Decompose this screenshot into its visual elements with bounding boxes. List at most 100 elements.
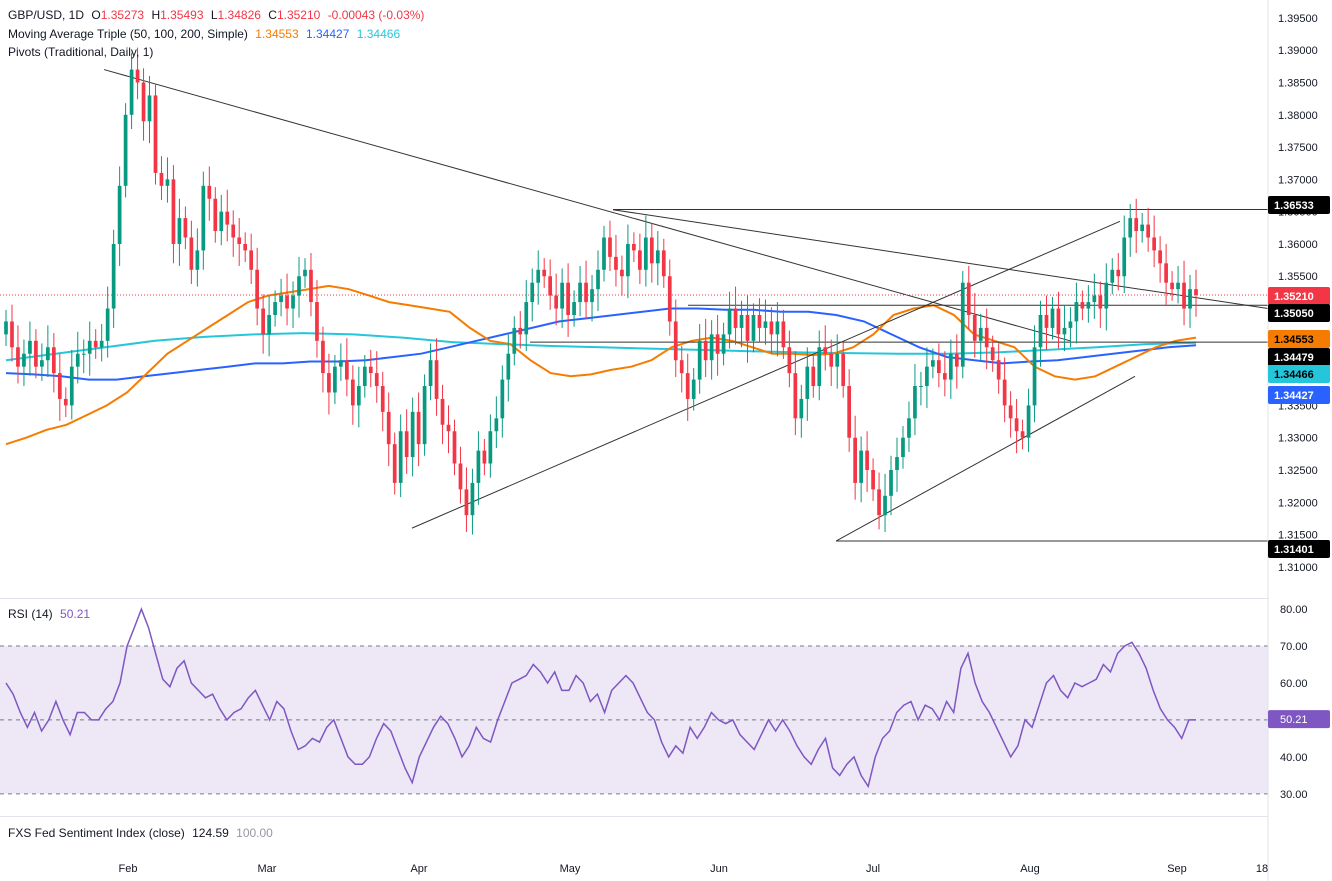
candle-body xyxy=(1026,405,1031,438)
sentiment-legend[interactable]: FXS Fed Sentiment Index (close) 124.59 1… xyxy=(8,826,277,840)
candle-body xyxy=(1050,308,1055,328)
price-tick-label: 1.39000 xyxy=(1278,45,1318,57)
candle-body xyxy=(841,353,846,387)
time-tick-label: Jul xyxy=(866,863,880,875)
price-tick-label: 1.37000 xyxy=(1278,174,1318,186)
candle-body xyxy=(63,398,68,406)
candle-body xyxy=(925,366,929,387)
price-tick-label: 1.33000 xyxy=(1278,433,1318,445)
candle-body xyxy=(578,282,582,303)
trendline-down-1 xyxy=(103,69,1071,342)
candle-body xyxy=(1002,379,1007,406)
candlestick-series xyxy=(4,47,1198,535)
candle-body xyxy=(482,450,487,464)
candle-body xyxy=(81,353,86,355)
candle-body xyxy=(697,340,702,380)
candle-body xyxy=(410,411,415,458)
price-tick-label: 1.37500 xyxy=(1278,142,1318,154)
price-label-box xyxy=(1268,304,1330,322)
time-tick-label: Aug xyxy=(1020,863,1040,875)
candle-body xyxy=(781,321,786,348)
time-axis[interactable]: Feb Mar Apr May Jun Jul Aug Sep 18 xyxy=(119,863,1269,875)
candle-body xyxy=(452,431,457,464)
candle-body xyxy=(709,334,714,361)
time-tick-label: Jun xyxy=(710,863,728,875)
candle-body xyxy=(75,353,80,367)
candle-body xyxy=(584,282,588,303)
candle-body xyxy=(847,386,852,438)
candle-body xyxy=(404,431,409,458)
candle-body xyxy=(626,243,630,277)
candle-body xyxy=(22,353,26,367)
sentiment-value-secondary: 100.00 xyxy=(236,826,273,840)
price-tick-label: 1.39500 xyxy=(1278,13,1318,25)
price-axis[interactable]: 1.39500 1.39000 1.38500 1.38000 1.37500 1.370… xyxy=(1267,0,1332,881)
pivots-legend[interactable]: Pivots (Traditional, Daily, 1) xyxy=(8,45,157,59)
price-label-close: 1.35210 xyxy=(1274,291,1314,303)
price-label-ma200: 1.34466 xyxy=(1274,369,1314,381)
candle-body xyxy=(937,360,941,374)
rsi-value: 50.21 xyxy=(60,607,91,621)
candle-body xyxy=(643,237,648,270)
candle-body xyxy=(183,218,188,238)
ma50-value: 1.34553 xyxy=(255,27,299,41)
rsi-legend[interactable]: RSI (14) 50.21 xyxy=(8,607,94,621)
candle-body xyxy=(476,450,481,483)
candle-body xyxy=(494,418,499,432)
candle-body xyxy=(1038,314,1043,348)
candle-body xyxy=(171,179,176,244)
candle-body xyxy=(1152,237,1156,251)
candle-body xyxy=(1122,237,1127,277)
sentiment-label: FXS Fed Sentiment Index (close) xyxy=(8,826,185,840)
close-label: C xyxy=(268,8,277,22)
candle-body xyxy=(1128,218,1133,238)
candle-body xyxy=(1182,282,1186,309)
candle-body xyxy=(1008,405,1013,419)
candle-body xyxy=(16,347,20,367)
candle-body xyxy=(500,379,505,419)
moving-average-legend[interactable]: Moving Average Triple (50, 100, 200, Sim… xyxy=(8,27,404,41)
candle-body xyxy=(428,360,433,387)
low-label: L xyxy=(210,8,218,22)
candle-body xyxy=(757,314,762,328)
candle-body xyxy=(273,302,277,315)
ma100-value: 1.34427 xyxy=(306,27,350,41)
candle-body xyxy=(984,327,989,348)
candle-body xyxy=(40,360,44,367)
price-tick-label: 1.38000 xyxy=(1278,110,1318,122)
symbol-label[interactable]: GBP/USD, 1D xyxy=(8,8,85,22)
candle-body xyxy=(1116,269,1121,277)
candle-body xyxy=(799,398,804,419)
candle-body xyxy=(715,334,720,354)
candle-body xyxy=(1032,347,1037,406)
candle-body xyxy=(470,482,475,516)
pivots-label: Pivots (Traditional, Daily, 1) xyxy=(8,45,154,59)
candle-body xyxy=(739,314,744,328)
trendline-up-1 xyxy=(411,220,1121,529)
candle-body xyxy=(380,386,385,412)
candle-body xyxy=(691,379,696,399)
candle-body xyxy=(165,179,170,186)
time-tick-label: Sep xyxy=(1167,863,1187,875)
candle-body xyxy=(871,469,875,490)
candle-body xyxy=(99,340,104,348)
price-label-box xyxy=(1268,330,1330,348)
candle-body xyxy=(978,327,983,341)
price-tick-label: 1.31500 xyxy=(1278,530,1318,542)
candle-body xyxy=(1140,224,1145,232)
rsi-tick-label: 40.00 xyxy=(1280,752,1308,764)
rsi-tick-label: 60.00 xyxy=(1280,678,1308,690)
candle-body xyxy=(315,302,319,341)
symbol-ohlc-legend[interactable]: GBP/USD, 1D O1.35273 H1.35493 L1.34826 C… xyxy=(8,8,428,22)
panel-separator-sentiment xyxy=(0,816,1268,817)
candle-body xyxy=(632,243,636,251)
candle-body xyxy=(590,289,594,303)
ma100-line xyxy=(5,307,1197,381)
candle-body xyxy=(572,302,576,315)
panel-separator-rsi xyxy=(0,598,1268,599)
candle-body xyxy=(177,218,182,244)
candle-body xyxy=(362,366,367,387)
rsi-tick-label: 80.00 xyxy=(1280,604,1308,616)
candle-body xyxy=(135,69,140,83)
candle-body xyxy=(948,353,953,380)
